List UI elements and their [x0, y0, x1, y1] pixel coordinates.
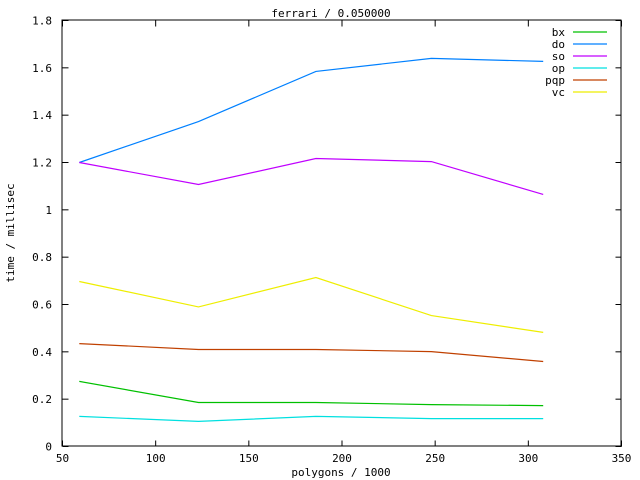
x-tick-label: 100: [146, 452, 166, 465]
y-tick-label: 0: [45, 441, 52, 454]
x-tick-label: 150: [239, 452, 259, 465]
plot-border: [61, 19, 622, 447]
chart-title: ferrari / 0.050000: [271, 7, 390, 20]
y-tick-label: 0.4: [32, 346, 52, 359]
legend-label: op: [552, 62, 565, 75]
y-axis-label: time / millisec: [4, 183, 17, 282]
series-line-vc: [79, 276, 544, 333]
x-tick-label: 200: [332, 452, 352, 465]
series-line-pqp: [79, 343, 544, 363]
y-tick-label: 1.6: [32, 62, 52, 75]
x-tick-label: 300: [518, 452, 538, 465]
y-tick-label: 0.8: [32, 251, 52, 264]
series-line-bx: [79, 380, 544, 407]
x-tick-label: 250: [425, 452, 445, 465]
series-line-op: [79, 415, 544, 423]
x-tick-label: 350: [612, 452, 632, 465]
legend-label: so: [552, 50, 565, 63]
y-tick-label: 0.2: [32, 393, 52, 406]
y-tick-label: 1: [45, 204, 52, 217]
x-axis-label: polygons / 1000: [291, 466, 390, 479]
series-line-so: [79, 157, 544, 195]
series-line-do: [79, 57, 544, 164]
y-tick-label: 0.6: [32, 299, 52, 312]
y-tick-label: 1.4: [32, 109, 52, 122]
y-tick-label: 1.2: [32, 157, 52, 170]
legend-label: do: [552, 38, 565, 51]
legend-label: bx: [552, 26, 566, 39]
y-tick-label: 1.8: [32, 15, 52, 28]
legend-label: vc: [552, 86, 565, 99]
legend-label: pqp: [545, 74, 565, 87]
x-tick-label: 50: [56, 452, 69, 465]
